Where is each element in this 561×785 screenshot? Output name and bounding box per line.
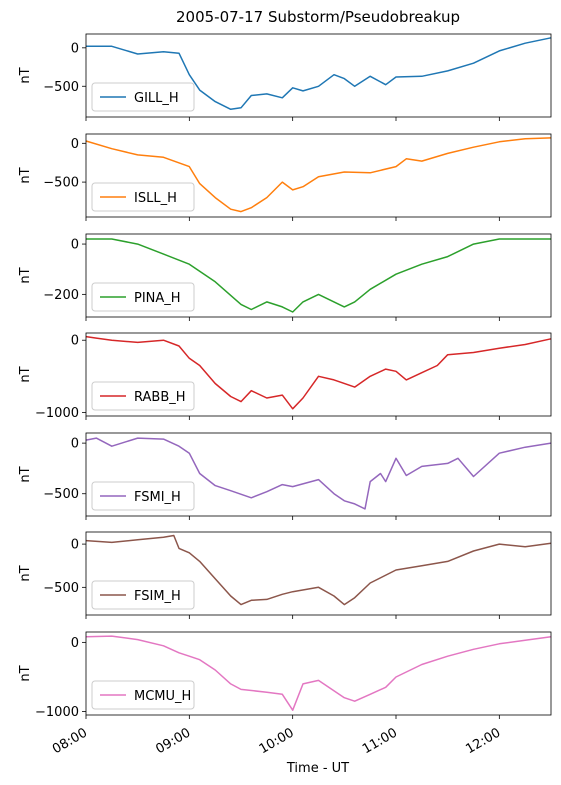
y-tick-label: −200: [43, 288, 79, 303]
panels: 0−500nTGILL_H0−500nTISLL_H0−200nTPINA_H0…: [18, 33, 552, 720]
x-tick-label: 09:00: [153, 725, 193, 757]
series-line: [85, 437, 552, 510]
x-tick-label: 11:00: [360, 725, 400, 757]
y-tick-label: −1000: [35, 406, 79, 421]
legend-label: RABB_H: [134, 390, 186, 405]
series-line: [86, 238, 551, 313]
legend-box: [91, 680, 195, 710]
series-line: [86, 37, 552, 111]
axes-frame: [85, 531, 552, 616]
x-tick-label: 08:00: [50, 725, 90, 757]
y-tick-label: 0: [71, 538, 79, 553]
series-line: [85, 534, 552, 606]
axes-frame: [85, 432, 552, 517]
y-tick-label: −500: [43, 80, 79, 95]
legend-label: PINA_H: [134, 291, 181, 306]
axes-frame: [85, 133, 552, 218]
panel-isll-h: 0 −500 nT ISLL_H: [18, 133, 552, 221]
y-tick-label: −1000: [35, 705, 79, 720]
x-axis-title: Time - UT: [286, 761, 349, 776]
axes-frame: [85, 332, 552, 417]
y-tick-label: 0: [71, 137, 79, 152]
legend-label: ISLL_H: [134, 191, 177, 206]
y-tick-label: −500: [43, 581, 79, 596]
y-tick-label: −500: [43, 487, 79, 502]
series-line: [85, 635, 552, 711]
legend-box: [91, 182, 195, 212]
panel-fsmi-h: 0 −500 nT FSMI_H: [18, 432, 552, 520]
figure-title: 2005-07-17 Substorm/Pseudobreakup: [176, 8, 460, 26]
legend-box: [91, 481, 195, 511]
x-tick-label: 12:00: [463, 725, 503, 757]
series-line: [85, 137, 552, 213]
x-tick-label: 10:00: [257, 725, 297, 757]
series-line: [85, 335, 552, 410]
axes-frame: [85, 631, 552, 716]
x-axis-ticks: 08:00 09:00 10:00 11:00 12:00: [50, 725, 503, 757]
y-axis-title: nT: [18, 167, 33, 183]
legend-box: [91, 282, 195, 312]
axes-frame: [85, 233, 552, 318]
y-axis-title: nT: [18, 267, 33, 283]
panel-mcmu-h: 0 −1000 nT MCMU_H: [18, 631, 552, 720]
y-tick-label: 0: [71, 238, 79, 253]
legend-box: [91, 82, 195, 112]
legend-label: MCMU_H: [134, 689, 191, 704]
y-tick-label: 0: [71, 41, 79, 56]
y-axis-title: nT: [18, 466, 33, 482]
y-axis-title: nT: [18, 665, 33, 681]
axes-frame: [85, 33, 552, 118]
y-tick-label: −500: [43, 176, 79, 191]
y-tick-label: 0: [71, 437, 79, 452]
panel-fsim-h: 0 −500 nT FSIM_H: [18, 531, 552, 619]
y-tick-label: 0: [71, 334, 79, 349]
legend-box: [91, 381, 195, 411]
legend-label: FSIM_H: [134, 589, 181, 604]
y-axis-title: nT: [18, 565, 33, 581]
y-axis-title: nT: [18, 67, 33, 83]
legend-label: GILL_H: [134, 91, 179, 106]
legend-box: [91, 580, 195, 610]
y-axis-title: nT: [18, 366, 33, 382]
legend-label: FSMI_H: [134, 490, 181, 505]
panel-pina-h: 0 −200 nT PINA_H: [18, 233, 552, 321]
y-tick-label: 0: [71, 636, 79, 651]
panel-gill-h: 0 −500 nT GILL_H: [18, 33, 552, 121]
panel-rabb-h: 0 −1000 nT RABB_H: [18, 332, 552, 421]
